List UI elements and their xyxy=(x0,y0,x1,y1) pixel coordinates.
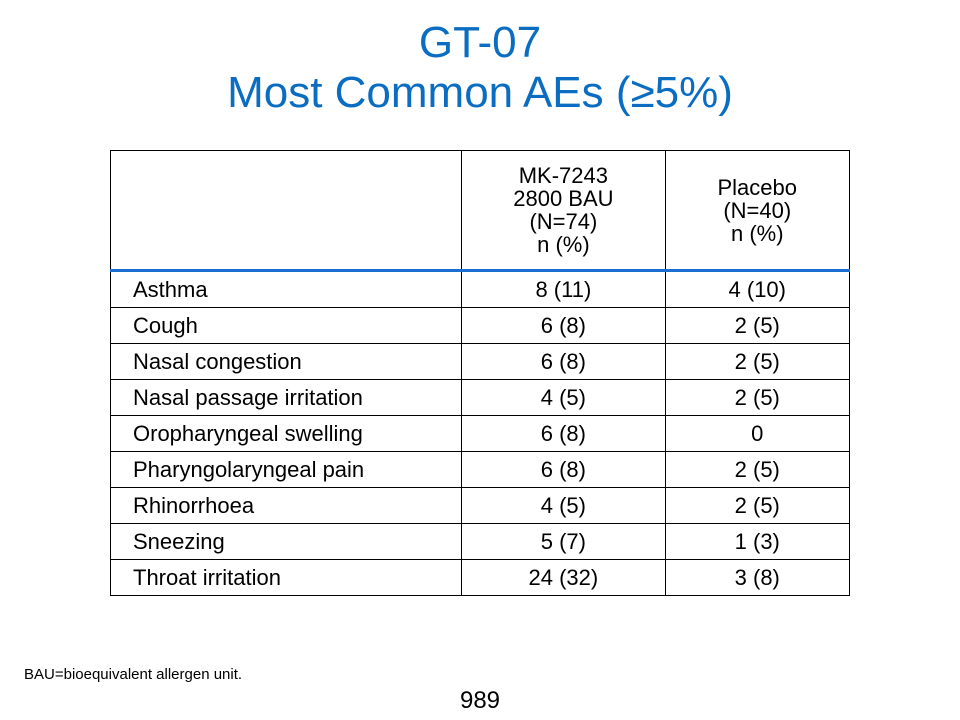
table-row: Asthma 8 (11) 4 (10) xyxy=(109,270,851,308)
header-line: Placebo xyxy=(717,174,798,200)
row-label: Nasal congestion xyxy=(109,343,463,380)
adverse-events-table: MK-7243 2800 BAU (N=74) n (%) Placebo (N… xyxy=(109,150,851,596)
row-value-placebo: 2 (5) xyxy=(664,343,851,380)
row-label: Oropharyngeal swelling xyxy=(109,415,463,452)
table-row: Oropharyngeal swelling 6 (8) 0 xyxy=(109,415,851,452)
row-value-mk7243: 6 (8) xyxy=(461,343,666,380)
table-row: Sneezing 5 (7) 1 (3) xyxy=(109,523,851,560)
row-value-placebo: 0 xyxy=(664,415,851,452)
row-label: Asthma xyxy=(109,270,463,308)
row-label: Throat irritation xyxy=(109,559,463,596)
row-value-mk7243: 4 (5) xyxy=(461,487,666,524)
table-row: Nasal passage irritation 4 (5) 2 (5) xyxy=(109,379,851,416)
row-value-mk7243: 5 (7) xyxy=(461,523,666,560)
title-line-1: GT-07 xyxy=(418,18,542,67)
row-value-placebo: 3 (8) xyxy=(664,559,851,596)
table-row: Rhinorrhoea 4 (5) 2 (5) xyxy=(109,487,851,524)
table-row: Throat irritation 24 (32) 3 (8) xyxy=(109,559,851,596)
row-value-mk7243: 6 (8) xyxy=(461,451,666,488)
header-placebo: Placebo (N=40) n (%) xyxy=(664,150,851,272)
row-value-placebo: 2 (5) xyxy=(664,307,851,344)
row-label: Rhinorrhoea xyxy=(109,487,463,524)
row-value-placebo: 1 (3) xyxy=(664,523,851,560)
row-label: Sneezing xyxy=(109,523,463,560)
footnote: BAU=bioequivalent allergen unit. xyxy=(24,666,243,683)
row-value-mk7243: 4 (5) xyxy=(461,379,666,416)
row-value-placebo: 2 (5) xyxy=(664,451,851,488)
header-line: (N=40) xyxy=(723,197,792,223)
title-line-2: Most Common AEs (≥5%) xyxy=(227,68,733,117)
header-empty-cell xyxy=(109,150,463,272)
row-label: Nasal passage irritation xyxy=(109,379,463,416)
table-row: Pharyngolaryngeal pain 6 (8) 2 (5) xyxy=(109,451,851,488)
table-row: Nasal congestion 6 (8) 2 (5) xyxy=(109,343,851,380)
row-value-placebo: 2 (5) xyxy=(664,487,851,524)
header-line: n (%) xyxy=(730,220,784,246)
row-label: Pharyngolaryngeal pain xyxy=(109,451,463,488)
header-mk7243: MK-7243 2800 BAU (N=74) n (%) xyxy=(461,150,666,272)
header-line: (N=74) xyxy=(529,209,598,234)
row-value-mk7243: 24 (32) xyxy=(461,559,666,596)
header-line: MK-7243 xyxy=(518,163,609,188)
header-line: 2800 BAU xyxy=(513,186,614,211)
table-row: Cough 6 (8) 2 (5) xyxy=(109,307,851,344)
row-value-mk7243: 8 (11) xyxy=(461,270,666,308)
row-value-mk7243: 6 (8) xyxy=(461,307,666,344)
row-value-placebo: 2 (5) xyxy=(664,379,851,416)
row-value-placebo: 4 (10) xyxy=(664,270,851,308)
row-label: Cough xyxy=(109,307,463,344)
row-value-mk7243: 6 (8) xyxy=(461,415,666,452)
page-number: 989 xyxy=(459,687,501,714)
header-line: n (%) xyxy=(537,232,590,257)
table-header-row: MK-7243 2800 BAU (N=74) n (%) Placebo (N… xyxy=(109,150,851,272)
slide-title: GT-07 Most Common AEs (≥5%) xyxy=(0,18,960,118)
